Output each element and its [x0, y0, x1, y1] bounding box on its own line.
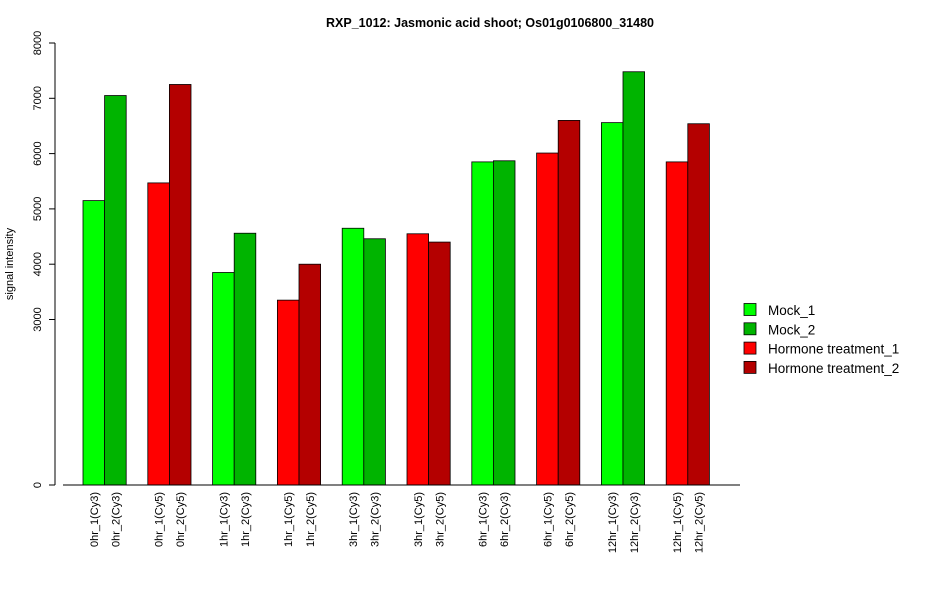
- legend-swatch: [743, 360, 757, 374]
- legend-label: Hormone treatment_2: [768, 361, 899, 376]
- bar: [82, 200, 106, 486]
- y-tick-label: 4000: [32, 252, 44, 276]
- bar: [298, 263, 322, 486]
- chart-title: RXP_1012: Jasmonic acid shoot; Os01g0106…: [326, 16, 654, 30]
- bar: [557, 120, 581, 486]
- bar: [601, 122, 624, 486]
- x-tick-label: 12hr_2(Cy3): [629, 492, 641, 553]
- x-tick-label: 6hr_2(Cy3): [499, 492, 511, 547]
- legend-label: Mock_2: [768, 322, 815, 337]
- bar: [687, 123, 710, 486]
- x-tick-label: 12hr_1(Cy3): [607, 492, 619, 553]
- bar: [363, 238, 386, 486]
- y-tick-label: 0: [32, 482, 44, 488]
- bar: [212, 272, 235, 486]
- x-tick-label: 1hr_2(Cy3): [240, 492, 252, 547]
- bar: [168, 84, 192, 486]
- x-tick-label: 1hr_1(Cy5): [283, 492, 295, 547]
- bar: [233, 232, 257, 486]
- legend-label: Hormone treatment_1: [768, 342, 899, 357]
- legend-swatch: [743, 303, 757, 316]
- legend: Mock_1 Mock_2 Hormone treatment_1 Hormone t…: [743, 303, 899, 376]
- bar: [492, 160, 516, 486]
- bar: [147, 182, 170, 486]
- y-tick-label: 7000: [32, 86, 44, 110]
- y-tick-label: 3000: [32, 307, 44, 331]
- y-axis-label: signal intensity: [4, 227, 16, 300]
- legend-label: Mock_1: [768, 303, 815, 318]
- legend-swatch: [743, 322, 757, 336]
- y-tick-label: 5000: [32, 197, 44, 221]
- x-tick-label: 1hr_2(Cy5): [305, 492, 317, 547]
- bar: [471, 161, 494, 486]
- x-tick-label: 3hr_2(Cy3): [370, 492, 382, 547]
- bars: [82, 71, 710, 486]
- y-tick-label: 6000: [32, 141, 44, 165]
- bar: [341, 227, 365, 486]
- bar: [406, 233, 430, 486]
- x-tick-label: 3hr_1(Cy5): [413, 492, 425, 547]
- bar: [428, 241, 451, 486]
- x-tick-label: 1hr_1(Cy3): [218, 492, 230, 547]
- x-tick-label: 0hr_2(Cy5): [175, 492, 187, 547]
- y-tick-label: 8000: [32, 31, 44, 55]
- x-tick-label: 3hr_1(Cy3): [348, 492, 360, 547]
- bar: [622, 71, 646, 486]
- x-tick-label: 12hr_1(Cy5): [672, 492, 684, 553]
- bar: [104, 95, 127, 486]
- legend-swatch: [743, 341, 757, 355]
- x-tick-label: 6hr_1(Cy3): [478, 492, 490, 547]
- bar: [276, 299, 300, 486]
- x-tick-label: 6hr_2(Cy5): [564, 492, 576, 547]
- x-tick-label: 0hr_1(Cy5): [154, 492, 166, 547]
- x-tick-label: 6hr_1(Cy5): [542, 492, 554, 547]
- x-tick-label: 12hr_2(Cy5): [694, 492, 706, 553]
- x-tick-label: 3hr_2(Cy5): [434, 492, 446, 547]
- x-tick-label: 0hr_2(Cy3): [110, 492, 122, 547]
- bar: [536, 152, 559, 486]
- y-axis: 0 3000 4000 5000 6000 7000 8000: [32, 31, 56, 488]
- x-tick-label: 0hr_1(Cy3): [89, 492, 101, 547]
- x-tick-labels: 0hr_1(Cy3) 0hr_2(Cy3) 0hr_1(Cy5) 0hr_2(Cy5)…: [89, 492, 706, 553]
- bar: [665, 161, 689, 486]
